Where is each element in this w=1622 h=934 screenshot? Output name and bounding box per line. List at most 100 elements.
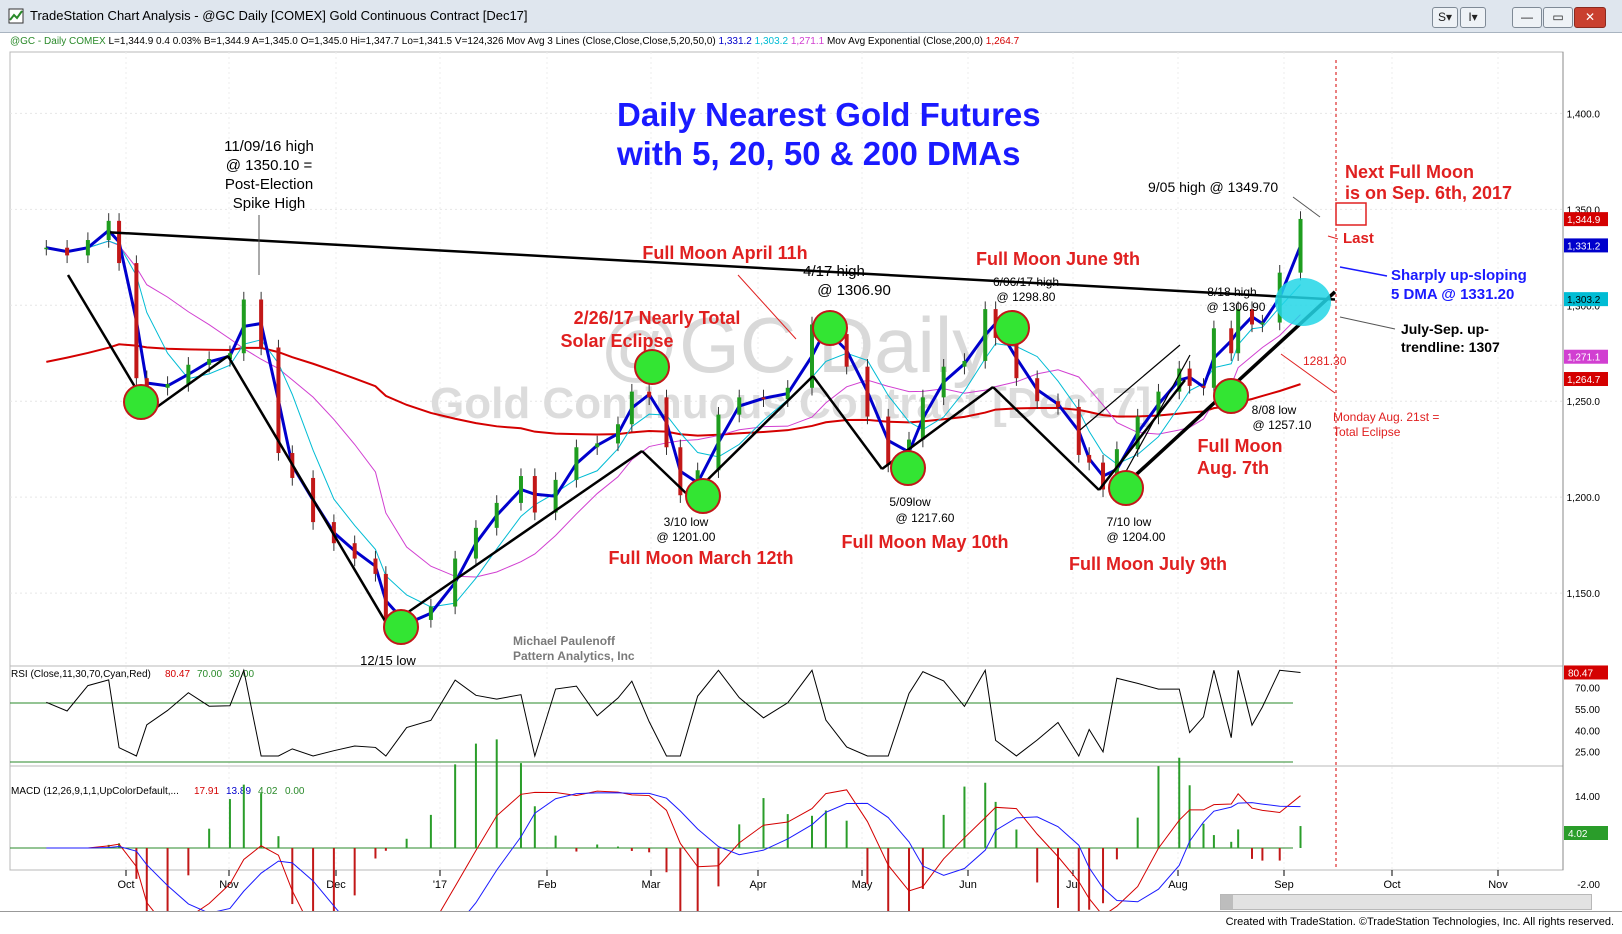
- ma5-line: [46, 228, 1302, 626]
- rsi-tick-label: 70.00: [1575, 683, 1600, 694]
- time-tick-label: May: [852, 879, 873, 891]
- author-company: Pattern Analytics, Inc: [513, 649, 635, 663]
- time-tick-label: Dec: [326, 879, 346, 891]
- full-moon-marker: [634, 349, 670, 385]
- price-badge: [1564, 349, 1608, 364]
- dma5-line1: Sharply up-sloping: [1391, 267, 1527, 284]
- candle-body: [518, 476, 523, 503]
- candle-body: [1177, 368, 1182, 392]
- may09-line1: 5/09low: [889, 495, 931, 509]
- last-pointer: [1327, 235, 1339, 240]
- symbol-link-button[interactable]: S▾: [1432, 7, 1458, 28]
- wave-line: [387, 449, 643, 628]
- trendline-pointer: [1339, 316, 1396, 330]
- candle-body: [664, 397, 669, 448]
- candle-body: [678, 447, 683, 496]
- candle-body: [373, 558, 378, 574]
- ema-label: Mov Avg Exponential (Close,200,0): [826, 36, 983, 47]
- channel-line: [1123, 354, 1191, 476]
- wave-line: [811, 375, 884, 470]
- tradestation-app-icon: [8, 8, 24, 24]
- fm-april-pointer: [737, 274, 797, 340]
- wave-line: [689, 375, 814, 498]
- candle-body: [553, 479, 558, 513]
- close-button[interactable]: ✕: [1574, 7, 1606, 28]
- time-tick-label: Jul: [1066, 879, 1080, 891]
- candle-body: [207, 359, 212, 365]
- full-moon-marker: [1108, 470, 1144, 506]
- rsi-tick-label: 25.00: [1575, 748, 1600, 759]
- next-full-moon-annotation: Next Full Moon is on Sep. 6th, 2017: [1345, 162, 1512, 203]
- price-badge-label: 1,271.1: [1567, 353, 1601, 364]
- jun06-line2: @ 1298.80: [997, 290, 1056, 304]
- fm-may-label: Full Moon May 10th: [841, 532, 1008, 552]
- chart-title-line1: Daily Nearest Gold Futures: [617, 96, 1041, 133]
- rsi-value: 80.47: [165, 669, 190, 680]
- candle-body: [44, 247, 49, 250]
- price-badge-label: 1,344.9: [1567, 215, 1601, 226]
- author-name: Michael Paulenoff: [513, 634, 616, 648]
- copyright-text: Created with TradeStation. ©TradeStation…: [1225, 916, 1614, 928]
- candle-body: [615, 424, 620, 444]
- ma3-label: Mov Avg 3 Lines (Close,Close,Close,5,20,…: [506, 36, 716, 47]
- price-badge: [1564, 238, 1608, 253]
- nov9-annotation: 11/09/16 high @ 1350.10 = Post-Election …: [224, 138, 314, 212]
- rsi-badge-label: 80.47: [1568, 668, 1593, 679]
- price-1281-label: 1281.30: [1303, 354, 1347, 368]
- chart-title: Daily Nearest Gold Futures with 5, 20, 5…: [616, 96, 1041, 172]
- aug18-line1: 8/18 high: [1207, 285, 1256, 299]
- candle-body: [1055, 401, 1060, 407]
- dma5-line2: 5 DMA @ 1331.20: [1391, 286, 1514, 303]
- minimize-button[interactable]: —: [1512, 7, 1542, 28]
- nov9-line1: 11/09/16 high: [224, 138, 314, 155]
- nov9-line2: @ 1350.10 =: [226, 157, 313, 174]
- candle-body: [1187, 368, 1192, 386]
- candle-body: [352, 543, 357, 559]
- rsi-polyline: [46, 668, 1301, 758]
- mar10-line2: @ 1201.00: [657, 530, 716, 544]
- time-tick-label: Oct: [117, 879, 134, 891]
- quote-values: L=1,344.9 0.4 0.03% B=1,344.9 A=1,345.0 …: [108, 36, 504, 47]
- price-badge-label: 1,303.2: [1567, 295, 1601, 306]
- candle-body: [962, 360, 967, 367]
- wave-line: [641, 450, 691, 498]
- rsi-line: [46, 668, 1301, 758]
- ma5-value: 1,331.2: [718, 36, 752, 47]
- jun06-line1: 6/06/17 high: [993, 275, 1059, 289]
- scrollbar-thumb[interactable]: [1221, 895, 1233, 909]
- candle-body: [65, 247, 70, 256]
- mar10-annotation: 3/10 low @ 1201.00: [657, 515, 716, 544]
- aug18-line2: @ 1306.90: [1207, 300, 1266, 314]
- rsi-panel-frame: [9, 665, 1564, 767]
- full-moon-marker: [1213, 378, 1249, 414]
- price-badge: [1564, 292, 1608, 307]
- candle-body: [844, 334, 849, 367]
- nov9-line3: Post-Election: [225, 176, 313, 193]
- aug18-annotation: 8/18 high @ 1306.90: [1207, 285, 1266, 314]
- aug21-line2: Total Eclipse: [1333, 425, 1401, 439]
- price-grid: [10, 52, 1563, 870]
- aug21-annotation: Monday Aug. 21st = Total Eclipse: [1333, 410, 1439, 439]
- aug08-annotation: 8/08 low @ 1257.10: [1252, 403, 1312, 432]
- may09-line2: @ 1217.60: [896, 511, 955, 525]
- price-tick-label: 1,400.0: [1567, 109, 1601, 120]
- maximize-button[interactable]: ▭: [1543, 7, 1573, 28]
- macd-signal-value: 13.89: [226, 786, 251, 797]
- macd-signal-line: [46, 792, 1301, 911]
- interval-link-button[interactable]: I▾: [1460, 7, 1486, 28]
- symbol-label: @GC - Daily COMEX: [10, 36, 106, 47]
- macd-hist-value: 4.02: [258, 786, 278, 797]
- price-chart[interactable]: @GC Daily Gold Continuous Contract [Dec1…: [0, 32, 1622, 911]
- candle-body: [134, 263, 139, 379]
- macd-zero-value: 0.00: [285, 786, 305, 797]
- time-tick-label: Nov: [1488, 879, 1508, 891]
- price-badge: [1564, 372, 1608, 387]
- time-scrollbar[interactable]: [1220, 894, 1592, 910]
- fm-april-label: Full Moon April 11h: [642, 243, 807, 263]
- title-bar: TradeStation Chart Analysis - @GC Daily …: [0, 0, 1622, 33]
- candle-body: [453, 558, 458, 607]
- macd-badge-label: 4.02: [1568, 829, 1588, 840]
- candle-body: [1076, 406, 1081, 455]
- jul10-line2: @ 1204.00: [1107, 530, 1166, 544]
- chart-info-bar: @GC - Daily COMEX L=1,344.9 0.4 0.03% B=…: [10, 36, 1019, 47]
